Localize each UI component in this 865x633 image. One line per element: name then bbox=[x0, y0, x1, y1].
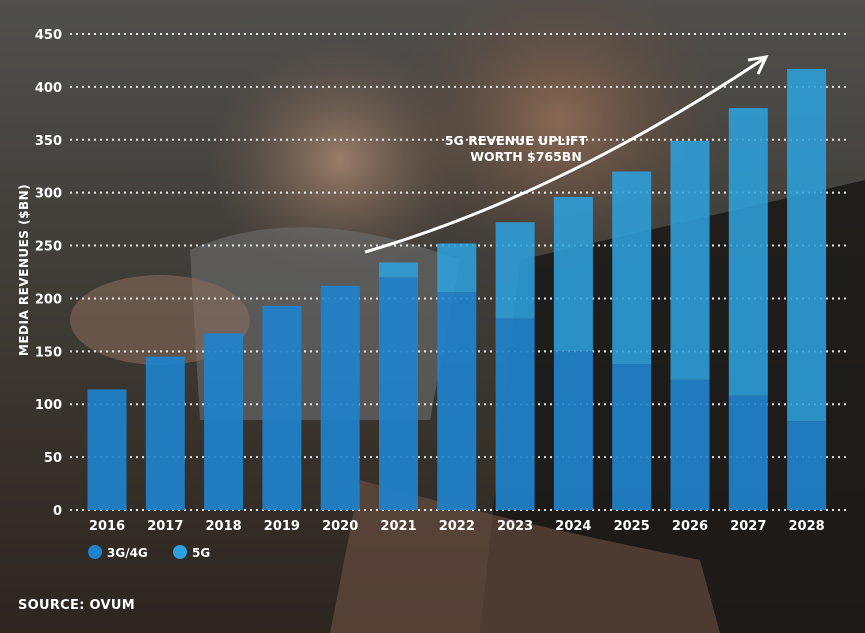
legend: 3G/4G 5G bbox=[88, 545, 210, 560]
bar-3g4g-2024 bbox=[553, 351, 593, 510]
bar-3g4g-2017 bbox=[145, 356, 185, 510]
bar-3g4g-2018 bbox=[204, 333, 244, 510]
y-tick-label: 250 bbox=[35, 240, 62, 255]
y-axis-ticks: 0 50 100 150 200 250 300 350 400 450 bbox=[35, 28, 62, 519]
bar-5g-2021 bbox=[379, 262, 418, 278]
x-tick-label: 2027 bbox=[730, 519, 766, 534]
bar-3g4g-2016 bbox=[87, 389, 127, 510]
bar-3g4g-2020 bbox=[320, 285, 360, 510]
y-tick-label: 100 bbox=[35, 398, 62, 413]
annotation-line-1: 5G REVENUE UPLIFT bbox=[445, 133, 588, 148]
legend-label-3g4g: 3G/4G bbox=[107, 546, 148, 560]
bars bbox=[87, 68, 827, 510]
x-tick-label: 2017 bbox=[147, 519, 183, 534]
bar-5g-2025 bbox=[612, 171, 652, 365]
y-tick-label: 400 bbox=[35, 81, 62, 96]
x-tick-label: 2019 bbox=[264, 519, 300, 534]
y-tick-label: 350 bbox=[35, 134, 62, 149]
bar-3g4g-2025 bbox=[612, 364, 652, 510]
x-tick-label: 2018 bbox=[206, 519, 242, 534]
bar-3g4g-2028 bbox=[787, 421, 827, 510]
x-tick-label: 2025 bbox=[614, 519, 650, 534]
legend-swatch-3g4g bbox=[88, 545, 102, 559]
x-tick-label: 2028 bbox=[789, 519, 825, 534]
bar-5g-2028 bbox=[787, 68, 827, 422]
bar-5g-2024 bbox=[553, 196, 593, 352]
legend-swatch-5g bbox=[173, 545, 187, 559]
y-tick-label: 450 bbox=[35, 28, 62, 43]
bar-3g4g-2023 bbox=[495, 318, 535, 510]
legend-label-5g: 5G bbox=[192, 546, 210, 560]
uplift-arrow-head bbox=[747, 55, 769, 75]
bar-5g-2023 bbox=[495, 222, 535, 319]
source-credit: SOURCE: OVUM bbox=[18, 598, 135, 613]
x-tick-label: 2021 bbox=[380, 519, 416, 534]
y-tick-label: 50 bbox=[44, 451, 62, 466]
y-tick-label: 300 bbox=[35, 187, 62, 202]
y-tick-label: 150 bbox=[35, 345, 62, 360]
x-axis-ticks: 2016 2017 2018 2019 2020 2021 2022 2023 2024 2025… bbox=[89, 519, 825, 534]
x-tick-label: 2023 bbox=[497, 519, 533, 534]
x-tick-label: 2026 bbox=[672, 519, 708, 534]
bar-3g4g-2027 bbox=[728, 395, 768, 510]
x-tick-label: 2024 bbox=[555, 519, 591, 534]
y-tick-label: 200 bbox=[35, 292, 62, 307]
bar-3g4g-2026 bbox=[670, 379, 710, 510]
bar-3g4g-2022 bbox=[437, 292, 477, 510]
bar-5g-2027 bbox=[728, 108, 768, 396]
x-tick-label: 2020 bbox=[322, 519, 358, 534]
bar-3g4g-2021 bbox=[379, 277, 418, 510]
y-tick-label: 0 bbox=[53, 504, 62, 519]
annotation-line-2: WORTH $765BN bbox=[470, 149, 582, 164]
x-tick-label: 2022 bbox=[439, 519, 475, 534]
bar-5g-2022 bbox=[437, 243, 477, 293]
y-axis-label: MEDIA REVENUES ($BN) bbox=[17, 184, 31, 356]
uplift-arrow bbox=[364, 56, 766, 254]
bar-5g-2026 bbox=[670, 140, 710, 380]
x-tick-label: 2016 bbox=[89, 519, 125, 534]
bar-3g4g-2019 bbox=[262, 305, 302, 510]
